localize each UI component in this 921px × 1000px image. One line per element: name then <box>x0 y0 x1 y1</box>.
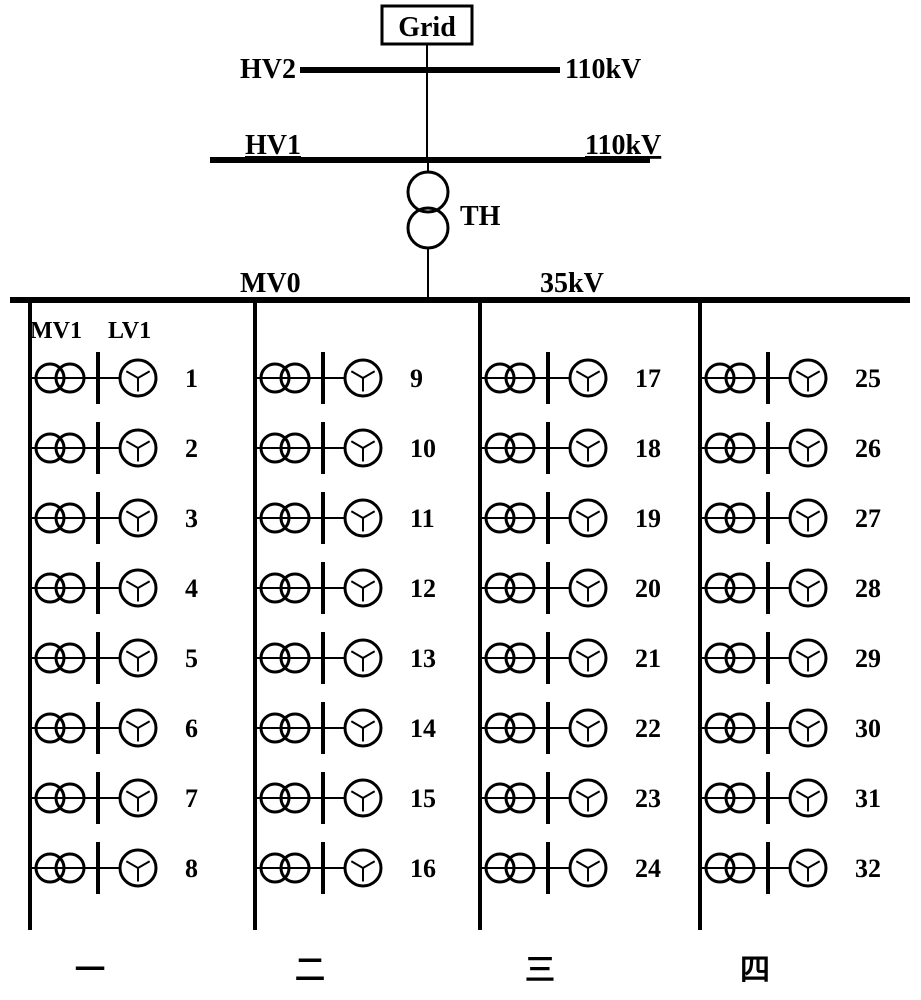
unit-number: 29 <box>855 644 881 673</box>
unit-number: 12 <box>410 574 436 603</box>
unit-number: 8 <box>185 854 198 883</box>
lv1-label: LV1 <box>108 318 151 344</box>
hv2-label: HV2 <box>240 54 296 85</box>
unit-number: 1 <box>185 364 198 393</box>
grid-label: Grid <box>398 12 456 43</box>
unit-number: 5 <box>185 644 198 673</box>
column-label: 三 <box>525 954 555 987</box>
hv1-voltage: 110kV <box>585 130 661 161</box>
unit-number: 2 <box>185 434 198 463</box>
unit-number: 18 <box>635 434 661 463</box>
unit-number: 13 <box>410 644 436 673</box>
unit-number: 23 <box>635 784 661 813</box>
th-label: TH <box>460 201 501 232</box>
transformer-icon <box>408 172 448 212</box>
unit-number: 27 <box>855 504 881 533</box>
unit-number: 15 <box>410 784 436 813</box>
unit-number: 17 <box>635 364 661 393</box>
unit-number: 11 <box>410 504 435 533</box>
unit-number: 25 <box>855 364 881 393</box>
transformer-icon <box>408 208 448 248</box>
mv0-voltage: 35kV <box>540 268 604 299</box>
unit-number: 32 <box>855 854 881 883</box>
unit-number: 28 <box>855 574 881 603</box>
mv1-label: MV1 <box>30 318 82 344</box>
unit-number: 6 <box>185 714 198 743</box>
hv1-label: HV1 <box>245 130 301 161</box>
unit-number: 14 <box>410 714 436 743</box>
unit-number: 24 <box>635 854 661 883</box>
diagram-canvas: GridHV2110kVHV1110kVTHMV035kVMV1LV112345… <box>0 0 921 1000</box>
unit-number: 20 <box>635 574 661 603</box>
column-label: 四 <box>740 954 770 987</box>
unit-number: 4 <box>185 574 198 603</box>
unit-number: 22 <box>635 714 661 743</box>
unit-number: 21 <box>635 644 661 673</box>
unit-number: 7 <box>185 784 198 813</box>
unit-number: 9 <box>410 364 423 393</box>
column-label: 二 <box>295 954 325 987</box>
unit-number: 30 <box>855 714 881 743</box>
unit-number: 19 <box>635 504 661 533</box>
unit-number: 10 <box>410 434 436 463</box>
unit-number: 3 <box>185 504 198 533</box>
mv0-label: MV0 <box>240 268 301 299</box>
unit-number: 26 <box>855 434 881 463</box>
unit-number: 16 <box>410 854 436 883</box>
unit-number: 31 <box>855 784 881 813</box>
hv2-voltage: 110kV <box>565 54 641 85</box>
column-label: 一 <box>75 954 105 987</box>
